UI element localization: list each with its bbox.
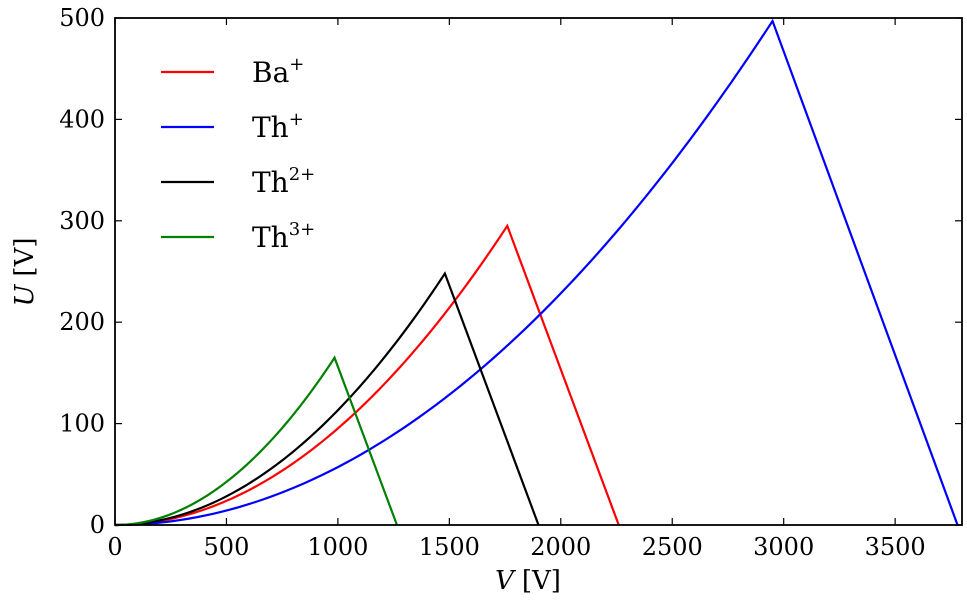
x-tick-label: 2500 [642, 533, 703, 561]
x-tick-label: 3000 [753, 533, 814, 561]
x-axis-variable: V [495, 566, 516, 596]
series-line-2 [114, 18, 959, 527]
ticks-layer: 0 500 1000 1500 2000 2500 3000 3500 0 100 200 300 40… [59, 4, 962, 561]
y-axis-label: U [V] [10, 238, 40, 307]
legend-item-1: Ba+ [161, 54, 304, 89]
legend-label: Ba+ [252, 54, 304, 89]
legend-item-4: Th3+ [161, 219, 315, 254]
series-line-3 [114, 271, 540, 527]
series-layer [114, 18, 959, 527]
x-tick-label: 0 [107, 533, 122, 561]
y-tick-label: 100 [59, 410, 105, 438]
legend-item-2: Th+ [161, 109, 304, 144]
legend: Ba+ Th+ Th2+ Th3+ [161, 54, 315, 254]
legend-item-3: Th2+ [161, 164, 315, 199]
x-tick-label: 1500 [419, 533, 480, 561]
x-axis-unit: [V] [522, 566, 561, 596]
legend-label: Th2+ [252, 164, 315, 199]
y-axis-unit: [V] [10, 238, 40, 277]
y-tick-label: 200 [59, 308, 105, 336]
y-tick-label: 400 [59, 105, 105, 133]
plot-frame [114, 17, 963, 526]
series-line-1 [114, 223, 620, 527]
y-axis-variable: U [10, 284, 40, 307]
y-tick-label: 0 [90, 511, 105, 539]
x-tick-label: 500 [204, 533, 250, 561]
legend-label: Th+ [252, 109, 304, 144]
x-tick-label: 3500 [865, 533, 926, 561]
y-tick-label: 500 [59, 4, 105, 32]
x-tick-label: 1000 [307, 533, 368, 561]
series-line-4 [114, 355, 398, 527]
x-axis-label: V [V] [495, 566, 561, 596]
x-tick-label: 2000 [530, 533, 591, 561]
y-tick-label: 300 [59, 207, 105, 235]
legend-label: Th3+ [252, 219, 315, 254]
